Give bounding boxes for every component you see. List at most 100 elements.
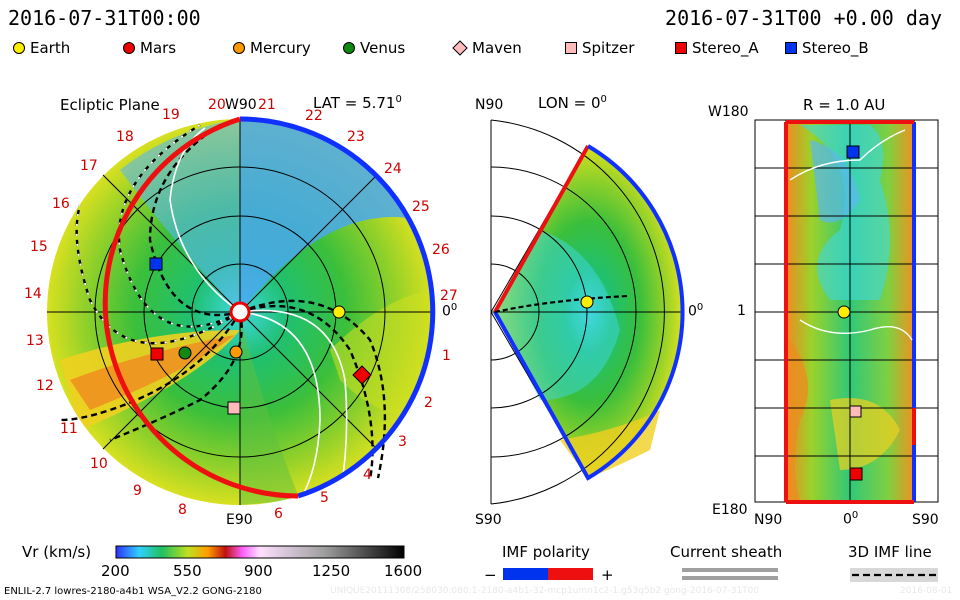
mars-marker-icon <box>123 42 135 54</box>
rot-1: 1 <box>442 348 451 364</box>
meridional-s90: S90 <box>475 512 502 528</box>
map-e180: E180 <box>712 502 748 518</box>
legend-maven-label: Maven <box>472 39 522 57</box>
legend-stereo-a: Stereo_A <box>674 38 759 58</box>
meridional-earth-marker <box>580 295 594 309</box>
ecliptic-e90: E90 <box>226 512 253 528</box>
legend-venus-label: Venus <box>360 39 406 57</box>
imf3d-background <box>850 568 938 582</box>
ecliptic-panel <box>47 116 436 505</box>
rot-8: 8 <box>178 502 187 518</box>
ecliptic-structures <box>60 119 430 505</box>
imf-polarity-minus: − <box>484 566 497 584</box>
legend-mercury-label: Mercury <box>250 39 311 57</box>
ecliptic-title: Ecliptic Plane <box>60 96 160 114</box>
rot-26: 26 <box>432 242 450 258</box>
legend-stereo-b-label: Stereo_B <box>802 39 869 57</box>
stereo-a-marker-icon <box>675 42 687 54</box>
imf-polarity-negative <box>503 568 548 580</box>
colorbar <box>115 545 405 559</box>
map-spitzer-marker <box>849 405 862 418</box>
rot-5: 5 <box>320 490 329 506</box>
map-x-mid: 00 <box>843 510 858 528</box>
ecliptic-rim-negative <box>102 116 299 499</box>
map-stereo-a-marker <box>849 467 863 481</box>
meridional-zero-label: 0 <box>688 303 697 320</box>
imf3d-title: 3D IMF line <box>848 543 932 561</box>
map-mid-left: 1 <box>737 303 746 319</box>
meridional-lon-label: LON = 0 <box>538 94 601 112</box>
map-panel <box>754 119 939 504</box>
ecliptic-w90: W90 <box>225 97 257 113</box>
map-n90: N90 <box>754 512 783 528</box>
venus-marker-icon <box>343 42 355 54</box>
rot-23: 23 <box>347 129 365 145</box>
maven-marker-icon <box>452 40 468 56</box>
meridional-lon: LON = 00 <box>538 94 607 112</box>
rot-19: 19 <box>162 107 180 123</box>
rot-27: 27 <box>440 288 458 304</box>
rot-9: 9 <box>133 483 142 499</box>
mercury-marker <box>229 345 243 359</box>
rot-22: 22 <box>305 108 323 124</box>
map-w180: W180 <box>708 104 749 120</box>
colorbar-tick-1250: 1250 <box>312 562 351 580</box>
meridional-lon-degree: 0 <box>600 94 607 105</box>
stereo-b-marker <box>149 257 163 271</box>
rot-21: 21 <box>258 97 276 113</box>
legend-mars: Mars <box>122 38 176 58</box>
stereo-b-marker-icon <box>785 42 797 54</box>
colorbar-tick-1600: 1600 <box>384 562 423 580</box>
legend-stereo-a-label: Stereo_A <box>692 39 759 57</box>
ecliptic-rim-positive <box>239 116 436 499</box>
colorbar-tick-550: 550 <box>173 562 202 580</box>
imf-polarity-plus: + <box>601 566 614 584</box>
footer-mid: UNIQUE20111308/258030:080:1-2180-a4b1-32… <box>330 586 760 596</box>
footer-right: 2016-08-01 <box>900 586 953 596</box>
right-date: 2016-07-31T00 +0.00 day <box>665 6 942 30</box>
meridional-panel <box>490 119 685 505</box>
legend-stereo-b: Stereo_B <box>784 38 869 58</box>
legend-spitzer: Spitzer <box>564 38 634 58</box>
legend-mars-label: Mars <box>140 39 177 57</box>
stereo-a-marker <box>352 365 372 385</box>
map-x-mid-degree: 0 <box>851 510 859 521</box>
spitzer-marker-icon <box>565 42 577 54</box>
imf-polarity-title: IMF polarity <box>502 543 590 561</box>
legend-venus: Venus <box>342 38 405 58</box>
meridional-n90: N90 <box>475 97 504 113</box>
mercury-marker-icon <box>233 42 245 54</box>
map-x-mid-label: 0 <box>843 511 852 528</box>
legend-earth: Earth <box>12 38 70 58</box>
ecliptic-lat: LAT = 5.710 <box>313 94 402 112</box>
earth-marker-icon <box>13 42 25 54</box>
map-s90: S90 <box>912 512 939 528</box>
colorbar-tick-900: 900 <box>244 562 273 580</box>
meridional-zero-degree: 0 <box>696 302 704 313</box>
map-earth-marker <box>837 305 851 319</box>
rot-6: 6 <box>274 506 283 522</box>
colorbar-label: Vr (km/s) <box>22 543 92 561</box>
ecliptic-lat-degree: 0 <box>395 94 402 105</box>
rot-13: 13 <box>26 333 44 349</box>
sun-icon <box>229 301 251 323</box>
ecliptic-lat-label: LAT = 5.71 <box>313 94 396 112</box>
rot-11: 11 <box>60 421 78 437</box>
colorbar-tick-200: 200 <box>101 562 130 580</box>
legend-spitzer-label: Spitzer <box>582 39 635 57</box>
left-date: 2016-07-31T00:00 <box>8 6 201 30</box>
rot-3: 3 <box>398 434 407 450</box>
rot-24: 24 <box>384 161 402 177</box>
map-title: R = 1.0 AU <box>803 96 886 114</box>
rot-20: 20 <box>208 97 226 113</box>
rot-2: 2 <box>424 395 433 411</box>
current-sheath-title: Current sheath <box>670 543 783 561</box>
legend-maven: Maven <box>452 38 522 58</box>
legend-mercury: Mercury <box>232 38 311 58</box>
meridional-zero: 00 <box>688 302 703 320</box>
rot-15: 15 <box>30 239 48 255</box>
ecliptic-zero-degree: 0 <box>450 302 458 313</box>
ecliptic-zero-label: 0 <box>442 303 451 320</box>
rot-18: 18 <box>116 129 134 145</box>
